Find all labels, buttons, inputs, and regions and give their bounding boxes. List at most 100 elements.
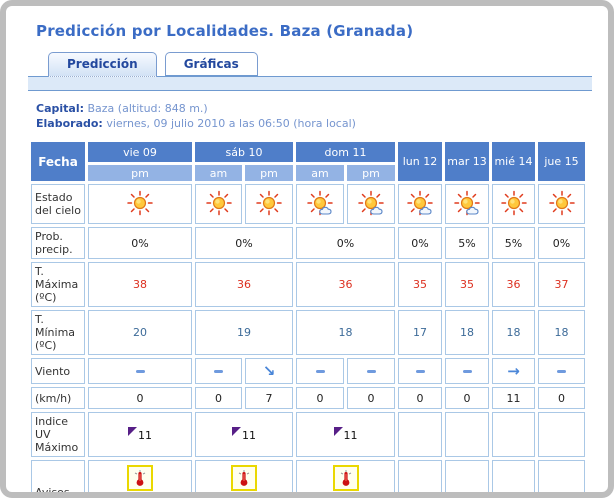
wind-speed-cell: 7 [245, 387, 293, 409]
wind-cell [296, 358, 344, 384]
precip-cell: 0% [88, 227, 192, 259]
wind-speed-cell: 0 [538, 387, 585, 409]
table-row: pm am pm am pm [31, 165, 585, 181]
wind-calm-icon [366, 370, 376, 373]
sky-state-cell [88, 184, 192, 224]
wind-speed-cell: 0 [88, 387, 192, 409]
precip-cell: 5% [492, 227, 535, 259]
table-row-uv: Indice UV Máximo 11 11 11 [31, 412, 585, 457]
thermometer-icon [340, 470, 351, 486]
precip-cell: 0% [296, 227, 395, 259]
tmax-cell: 37 [538, 262, 585, 307]
sky-state-cell [245, 184, 293, 224]
capital-value: Baza (altitud: 848 m.) [84, 102, 208, 115]
table-row-sky-state: Estado del cielo [31, 184, 585, 224]
table-row: Fecha vie 09 sáb 10 dom 11 lun 12 mar 13… [31, 142, 585, 181]
sun-cloud-icon [407, 190, 433, 215]
max-temp-warning-link[interactable]: Temperaturas máximas [299, 494, 392, 498]
uv-flag-icon [333, 427, 343, 436]
tmax-cell: 35 [445, 262, 489, 307]
tmin-cell: 18 [538, 310, 585, 355]
sun-cloud-icon [358, 190, 384, 215]
tmax-cell: 36 [492, 262, 535, 307]
tmin-cell: 18 [445, 310, 489, 355]
day-header-jue15: jue 15 [538, 142, 585, 181]
warning-cell-empty [538, 460, 585, 492]
max-temp-warning-link[interactable]: Temperaturas máximas [198, 494, 290, 498]
tmin-cell: 17 [398, 310, 442, 355]
table-row-tmin: T. Mínima (ºC) 20 19 18 17 18 18 18 [31, 310, 585, 355]
uv-value: 11 [242, 429, 256, 442]
wind-cell [538, 358, 585, 384]
tmin-cell: 20 [88, 310, 192, 355]
row-label: Viento [31, 358, 85, 384]
warning-cell: Temperaturas máximas [296, 460, 395, 498]
subheader-sab-am: am [195, 165, 242, 181]
sun-cloud-icon [307, 190, 333, 215]
subheader-sab-pm: pm [245, 165, 293, 181]
warning-cell: Temperaturas máximas [195, 460, 293, 498]
uv-cell [398, 412, 442, 457]
uv-flag-icon [128, 427, 137, 436]
subheader-vie-pm: pm [88, 165, 192, 181]
table-row-precip: Prob. precip. 0% 0% 0% 0% 5% 5% 0% [31, 227, 585, 259]
sky-state-cell [445, 184, 489, 224]
max-temp-warning-icon[interactable] [127, 465, 153, 491]
tmax-cell: 38 [88, 262, 192, 307]
wind-calm-icon [214, 370, 223, 373]
subheader-dom-pm: pm [347, 165, 395, 181]
max-temp-warning-icon[interactable] [332, 465, 359, 491]
wind-cell [445, 358, 489, 384]
wind-speed-cell: 0 [195, 387, 242, 409]
wind-cell [398, 358, 442, 384]
wind-speed-cell: 0 [347, 387, 395, 409]
wind-speed-cell: 11 [492, 387, 535, 409]
warning-cell: Temperaturas máximas [88, 460, 192, 498]
tmax-cell: 35 [398, 262, 442, 307]
row-label: T. Máxima (ºC) [31, 262, 85, 307]
wind-speed-cell: 0 [398, 387, 442, 409]
subheader-dom-am: am [296, 165, 344, 181]
sun-cloud-icon [454, 190, 480, 215]
wind-calm-icon [415, 370, 425, 373]
uv-value: 11 [138, 429, 152, 442]
uv-flag-icon [232, 427, 241, 436]
tab-content-strip [28, 76, 592, 91]
sun-icon [548, 190, 575, 215]
tab-bar: Predicción Gráficas [48, 52, 594, 77]
tmin-cell: 18 [492, 310, 535, 355]
row-label: Prob. precip. [31, 227, 85, 259]
uv-cell: 11 [195, 412, 293, 457]
sun-icon [205, 190, 232, 215]
tmin-cell: 18 [296, 310, 395, 355]
sky-state-cell [195, 184, 242, 224]
sun-icon [127, 190, 153, 215]
precip-cell: 5% [445, 227, 489, 259]
day-header-lun12: lun 12 [398, 142, 442, 181]
wind-cell [347, 358, 395, 384]
day-header-mie14: mié 14 [492, 142, 535, 181]
page-title: Predicción por Localidades. Baza (Granad… [36, 22, 414, 40]
wind-speed-cell: 0 [445, 387, 489, 409]
day-header-vie09: vie 09 [88, 142, 192, 162]
max-temp-warning-icon[interactable] [231, 465, 257, 491]
table-row-wind: Viento ↘ → [31, 358, 585, 384]
precip-cell: 0% [538, 227, 585, 259]
tab-prediccion[interactable]: Predicción [48, 52, 157, 77]
day-header-sab10: sáb 10 [195, 142, 293, 162]
tmax-cell: 36 [195, 262, 293, 307]
sky-state-cell [296, 184, 344, 224]
wind-cell: → [492, 358, 535, 384]
wind-speed-cell: 0 [296, 387, 344, 409]
capital-line: Capital: Baza (altitud: 848 m.) [36, 101, 594, 116]
wind-arrow-southeast-icon: ↘ [262, 361, 276, 380]
wind-calm-icon [135, 370, 145, 373]
max-temp-warning-link[interactable]: Temperaturas máximas [91, 494, 189, 498]
warning-cell-empty [398, 460, 442, 492]
table-row-warnings: Avisos Temperaturas máximas [31, 460, 585, 498]
location-meta: Capital: Baza (altitud: 848 m.) Elaborad… [36, 101, 594, 131]
thermometer-icon [134, 470, 146, 486]
tab-graficas[interactable]: Gráficas [164, 52, 258, 76]
fecha-header: Fecha [31, 142, 85, 181]
